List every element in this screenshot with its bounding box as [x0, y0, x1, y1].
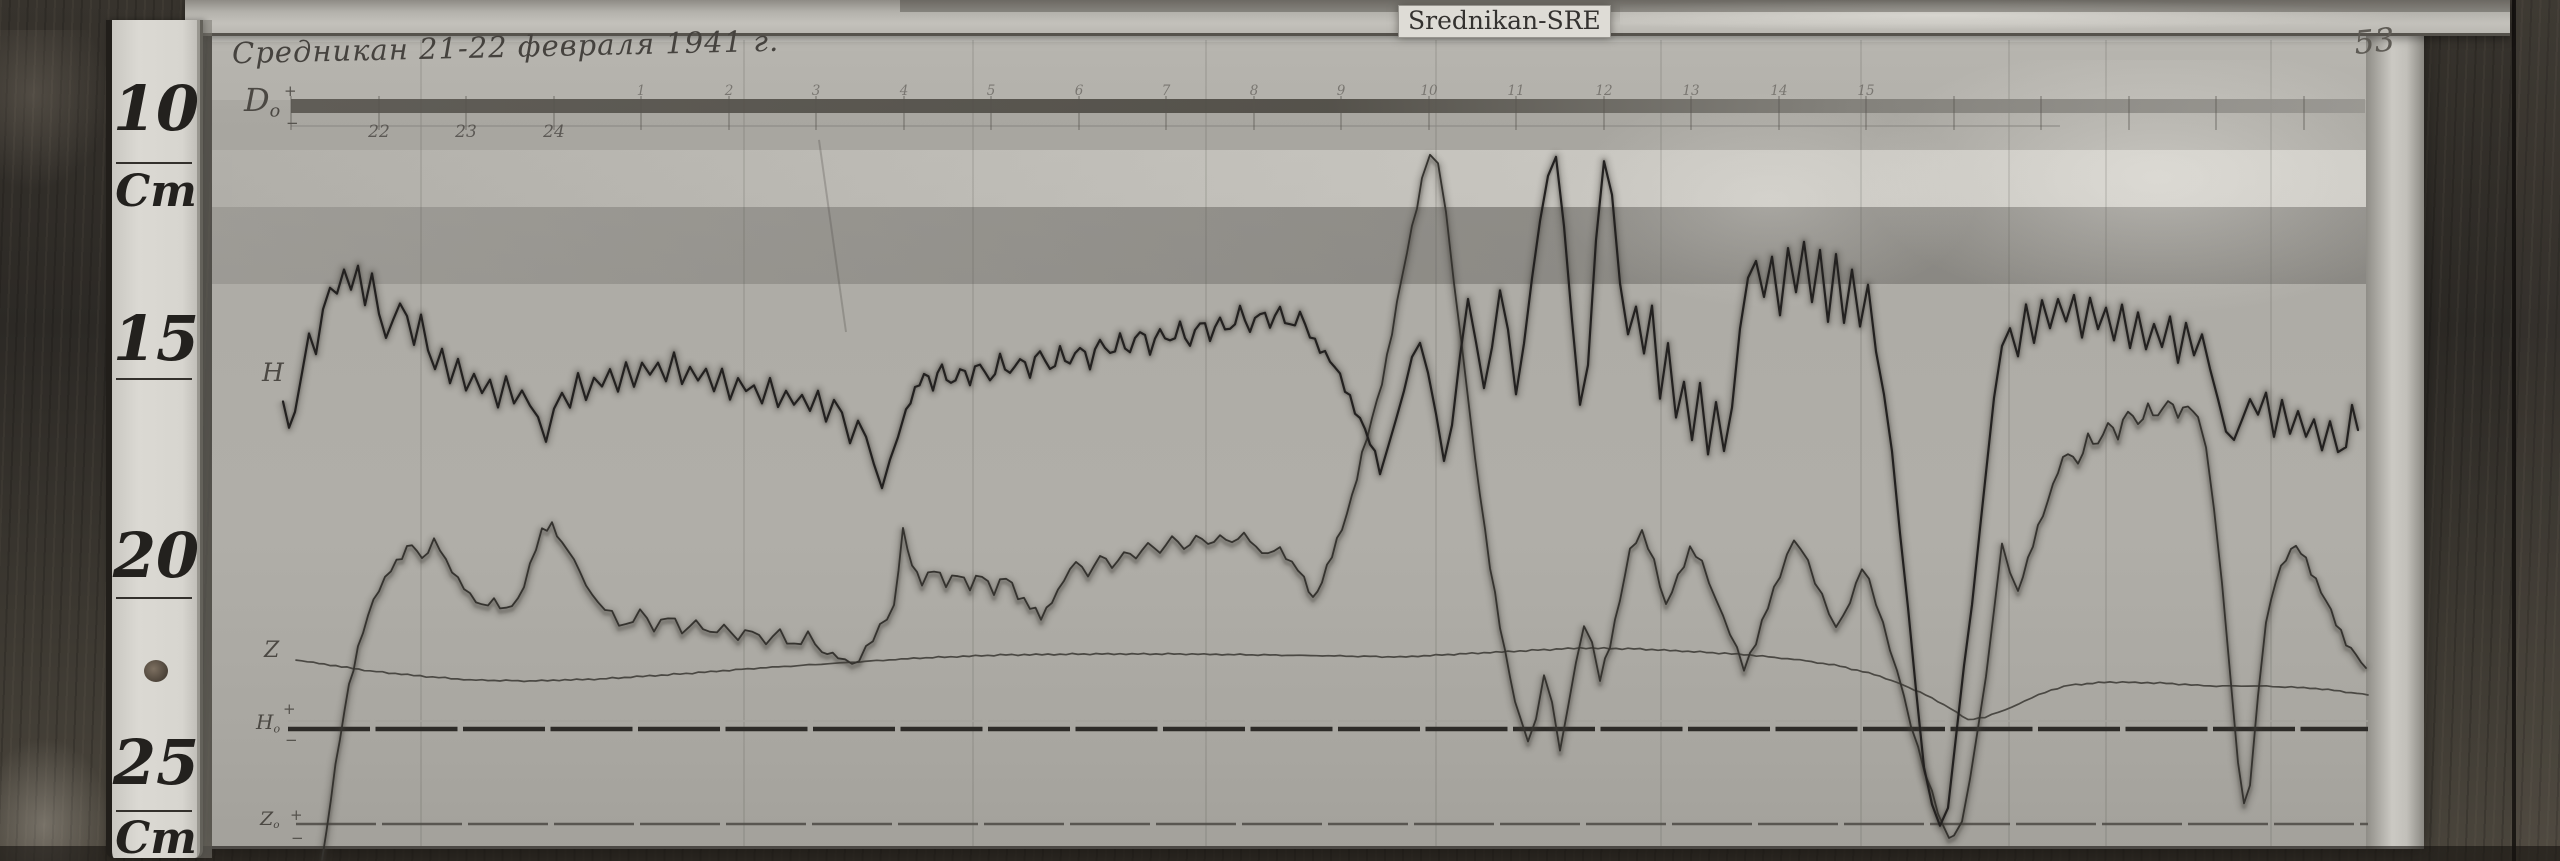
- ruler-number: 25: [112, 726, 200, 799]
- centimeter-ruler: 10 Cm 15 20 25 Cm: [106, 20, 203, 861]
- wood-grain-highlight-top-left: [0, 30, 110, 190]
- wood-board-seam: [2512, 0, 2516, 861]
- ruler-tick-line: [116, 597, 192, 599]
- trace-label-z-zero: Zo: [260, 808, 280, 832]
- trace-label-h-zero: Ho: [256, 710, 281, 736]
- trace-label-z: Z: [264, 638, 280, 663]
- polarity-mark: +: [290, 806, 303, 824]
- paper-crease-line: [1860, 40, 1862, 846]
- handwritten-sheet-number: 53: [2352, 19, 2397, 63]
- wood-bottom-edge: [0, 846, 2560, 861]
- ruler-tick-line: [116, 162, 192, 164]
- paper-crease-line: [1205, 40, 1207, 846]
- ruler-shadow-gap: [197, 20, 212, 858]
- polarity-mark: +: [284, 82, 297, 100]
- paper-curled-right-edge: [2366, 28, 2424, 849]
- paper-crease-line: [1660, 40, 1662, 846]
- trace-label-h: H: [262, 358, 284, 387]
- polarity-mark: −: [286, 114, 299, 132]
- paper-crease-line: [420, 40, 422, 846]
- ruler-unit-label: Cm: [115, 813, 197, 861]
- wood-right-board: [2516, 0, 2560, 861]
- wood-grain-highlight-bottom-left: [0, 740, 110, 861]
- paper-crease-line: [743, 40, 745, 846]
- paper-crease-line: [2270, 40, 2272, 846]
- ruler-number: 10: [112, 72, 200, 145]
- rolled-edge-shadow: [900, 0, 2510, 12]
- ruler-unit-label: Cm: [115, 166, 197, 217]
- polarity-mark: −: [285, 731, 298, 749]
- trace-label-d-zero: Do: [244, 81, 281, 122]
- paper-crease-line: [972, 40, 974, 846]
- ruler-number: 20: [112, 519, 200, 592]
- paper-crease-line: [2008, 40, 2010, 846]
- polarity-mark: +: [283, 700, 296, 718]
- ruler-number: 15: [112, 302, 200, 375]
- paper-glare-right: [1850, 60, 2410, 320]
- paper-crease-line: [1435, 40, 1437, 846]
- ruler-hole-dot: [144, 660, 168, 682]
- paper-crease-line: [2105, 40, 2107, 846]
- ruler-tick-line: [116, 810, 192, 812]
- station-label-tag: Srednikan-SRE: [1398, 5, 1611, 38]
- polarity-mark: −: [291, 829, 304, 847]
- ruler-tick-line: [116, 378, 192, 380]
- rolled-edge-glare: [1620, 0, 2420, 30]
